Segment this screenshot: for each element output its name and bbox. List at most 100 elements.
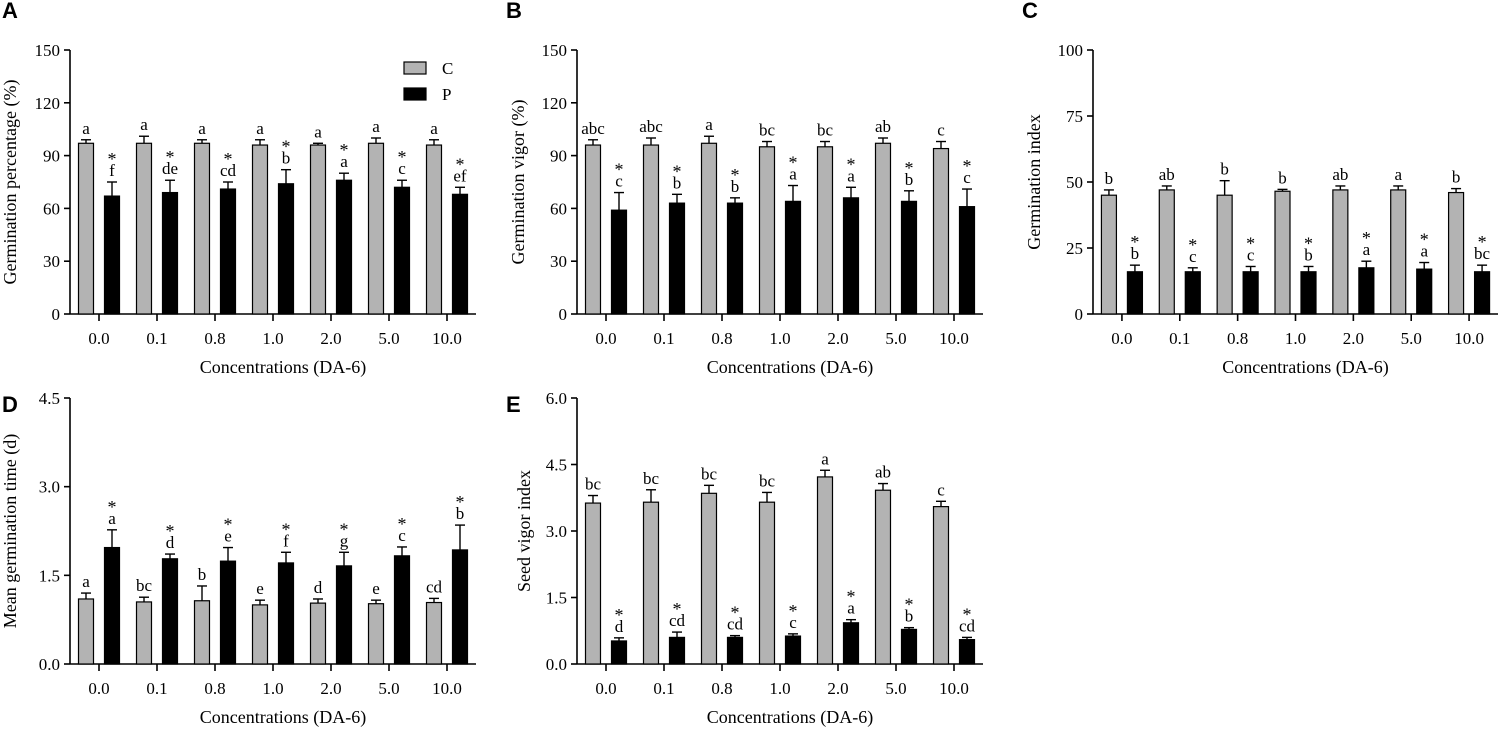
significance-star: *: [224, 515, 233, 535]
x-tick-label: 2.0: [320, 679, 341, 698]
bar-c: [77, 142, 95, 315]
significance-letter: bc: [1474, 244, 1491, 263]
x-tick-label: 5.0: [885, 679, 906, 698]
significance-letter: b: [198, 565, 207, 584]
significance-letter: ab: [1159, 165, 1175, 184]
significance-letter: bc: [701, 464, 718, 483]
significance-letter: bc: [759, 121, 776, 140]
significance-letter: a: [372, 117, 380, 136]
bar-p: [1300, 271, 1317, 315]
significance-star: *: [1188, 235, 1197, 255]
bar-c: [642, 144, 660, 315]
y-tick-label: 0: [52, 305, 61, 324]
x-axis-title: Concentrations (DA-6): [707, 357, 873, 378]
significance-star: *: [282, 137, 291, 157]
x-tick-label: 5.0: [378, 679, 399, 698]
significance-star: *: [789, 153, 798, 173]
significance-letter: a: [789, 165, 797, 184]
bar-c: [874, 142, 892, 315]
bar-p: [668, 636, 686, 665]
bar-c: [816, 146, 834, 315]
y-axis-title: Seed vigor index: [514, 470, 534, 592]
significance-letter: cd: [959, 616, 976, 635]
x-tick-label: 0.1: [653, 329, 674, 348]
significance-letter: f: [109, 161, 115, 180]
significance-letter: b: [1220, 160, 1229, 179]
significance-star: *: [108, 149, 117, 169]
significance-star: *: [340, 519, 349, 539]
significance-star: *: [847, 154, 856, 174]
bar-c: [425, 144, 443, 315]
significance-letter: a: [821, 449, 829, 468]
significance-letter: d: [314, 578, 323, 597]
significance-letter: a: [1394, 165, 1402, 184]
bar-p: [842, 197, 860, 315]
significance-star: *: [282, 519, 291, 539]
x-tick-label: 0.1: [653, 679, 674, 698]
significance-letter: c: [963, 168, 971, 187]
significance-letter: c: [1247, 245, 1255, 264]
significance-letter: b: [1304, 245, 1313, 264]
significance-star: *: [847, 587, 856, 607]
bar-p: [784, 635, 802, 665]
significance-letter: a: [108, 509, 116, 528]
y-tick-label: 1.5: [546, 589, 567, 608]
x-tick-label: 5.0: [378, 329, 399, 348]
bar-c: [700, 142, 718, 315]
bar-p: [451, 549, 469, 665]
y-tick-label: 6.0: [546, 389, 567, 408]
bar-c: [1216, 194, 1233, 315]
bar-c: [932, 147, 950, 315]
significance-letter: b: [456, 504, 465, 523]
bar-p: [726, 636, 744, 665]
panel-letter: B: [506, 0, 522, 23]
significance-star: *: [731, 165, 740, 185]
bar-c: [642, 501, 660, 665]
bar-p: [1358, 267, 1375, 315]
significance-star: *: [905, 158, 914, 178]
significance-star: *: [1246, 233, 1255, 253]
bar-p: [1184, 271, 1201, 315]
x-axis-title: Concentrations (DA-6): [707, 707, 873, 728]
bar-c: [758, 146, 776, 315]
bar-p: [335, 565, 353, 665]
panel-d: D 0.0 1.5 3.0 4.5 Mean germination time (d) Co…: [0, 389, 476, 728]
panel-letter: D: [2, 392, 18, 417]
x-tick-label: 1.0: [769, 329, 790, 348]
significance-star: *: [963, 156, 972, 176]
significance-letter: b: [1131, 244, 1140, 263]
x-axis-title: Concentrations (DA-6): [200, 357, 366, 378]
panel-letter: C: [1022, 0, 1038, 23]
x-tick-label: 1.0: [769, 679, 790, 698]
significance-letter: cd: [727, 615, 744, 634]
significance-letter: ab: [875, 463, 891, 482]
bar-p: [103, 546, 121, 665]
bar-c: [1274, 190, 1291, 315]
x-tick-label: 0.8: [204, 679, 225, 698]
x-tick-label: 0.8: [204, 329, 225, 348]
panel-a: A 0 30 60 90 120 150 Germination percentage (%)…: [0, 0, 476, 378]
significance-letter: b: [905, 607, 914, 626]
y-tick-label: 0: [1075, 305, 1084, 324]
y-tick-label: 3.0: [39, 478, 60, 497]
significance-letter: a: [340, 152, 348, 171]
bar-p: [1126, 271, 1144, 315]
bar-c: [1332, 189, 1349, 315]
bar-c: [1158, 189, 1175, 315]
x-tick-label: 0.8: [1227, 329, 1248, 348]
significance-star: *: [673, 599, 682, 619]
x-tick-label: 1.0: [262, 329, 283, 348]
significance-letter: b: [1278, 168, 1287, 187]
y-tick-label: 30: [43, 252, 60, 271]
legend-label: C: [442, 59, 453, 78]
significance-letter: b: [1452, 168, 1461, 187]
significance-letter: ab: [875, 117, 891, 136]
significance-letter: e: [256, 579, 264, 598]
bar-p: [842, 622, 860, 665]
significance-star: *: [340, 140, 349, 160]
y-tick-label: 150: [542, 41, 568, 60]
significance-letter: a: [1420, 242, 1428, 261]
x-tick-label: 2.0: [827, 679, 848, 698]
x-tick-label: 0.0: [1111, 329, 1132, 348]
